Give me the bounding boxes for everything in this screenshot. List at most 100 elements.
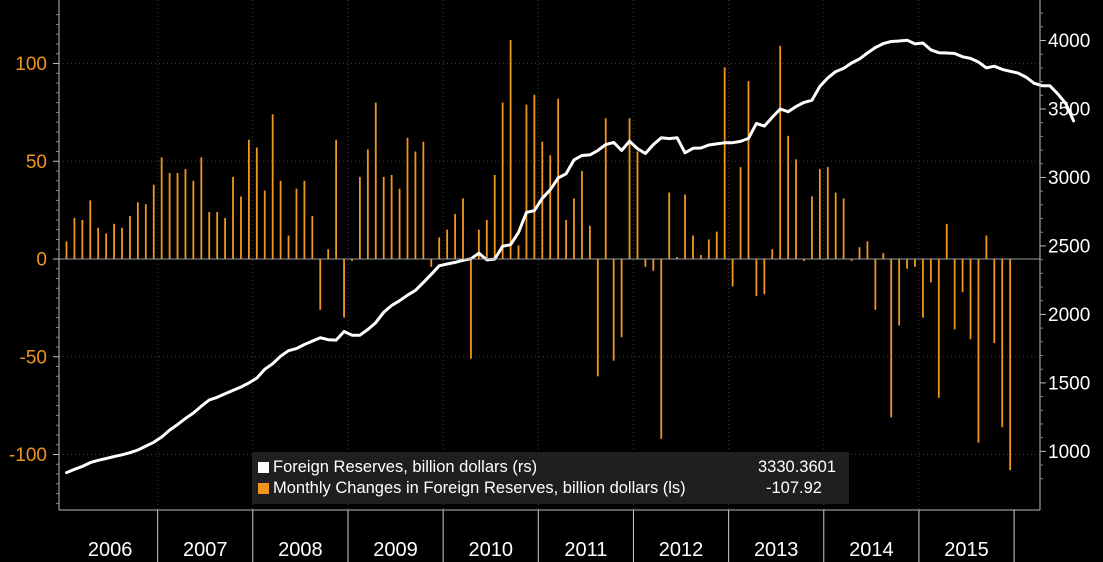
bar [993,259,996,344]
bar [890,259,893,418]
x-tick-label: 2008 [278,539,323,561]
bar [596,259,599,377]
bar [168,172,171,259]
bar [731,259,734,287]
bar [470,259,472,359]
bar [144,204,147,259]
bar [224,217,226,259]
bar [779,45,782,259]
bar [73,217,76,259]
right-tick-label: 3000 [1048,168,1090,189]
x-tick-label: 2015 [944,539,989,561]
bar [152,184,155,259]
bar [652,259,655,271]
bar [382,176,385,259]
right-tick-label: 4000 [1048,31,1090,52]
x-tick-label: 2014 [849,539,894,561]
bar [604,118,607,260]
bar [795,159,797,259]
bar [208,212,211,259]
bar [525,104,528,260]
x-tick-label: 2010 [468,539,513,561]
bar [811,196,813,259]
grid [59,0,1040,510]
x-tick-label: 2011 [564,539,607,561]
bar [255,147,258,259]
legend-value-reserves: 3330.3601 [758,458,836,476]
bar [430,259,433,267]
x-tick-label: 2006 [88,539,133,561]
bar [97,227,100,259]
bar [961,259,964,293]
bar [977,259,980,443]
bar [81,219,84,259]
bar [311,215,314,259]
bar [493,174,496,259]
bar [771,249,774,259]
x-tick-label: 2009 [373,539,418,561]
bar [549,155,552,259]
bar [914,259,916,267]
bar [612,259,615,361]
left-axis-ticks: 100 50 0 -50 -100 [9,14,59,504]
bar [398,188,401,259]
legend-swatch-reserves [258,462,269,473]
bar [676,257,679,259]
x-tick-label: 2007 [183,539,228,561]
right-tick-label: 2500 [1048,236,1090,257]
bar [739,167,742,259]
legend-entry-reserves: Foreign Reserves, billion dollars (rs) 3… [258,457,836,477]
left-tick-label: 100 [15,54,47,75]
legend-label-monthly-changes: Monthly Changes in Foreign Reserves, bil… [273,479,686,497]
bar [176,172,179,259]
bar [874,259,877,310]
left-tick-label: -100 [9,445,47,466]
bar [287,235,290,259]
bar [803,259,805,261]
bar [65,241,68,259]
bar [113,223,115,259]
bar [573,198,575,259]
bar [588,225,591,259]
legend-entry-monthly-changes: Monthly Changes in Foreign Reserves, bil… [258,478,822,498]
bar [390,174,393,259]
bar [969,259,972,340]
bar [945,223,948,259]
bar [763,259,766,295]
legend-swatch-monthly-changes [258,483,269,494]
left-tick-label: 0 [36,250,47,271]
bar [438,237,441,259]
bar [620,259,623,338]
bar [937,259,940,398]
bar [351,259,353,261]
legend-value-monthly-changes: -107.92 [766,479,822,497]
bar [842,198,845,259]
bar [581,171,583,259]
right-axis-ticks: 4000 3500 3000 2500 2000 1500 1000 [1040,12,1090,480]
bar [136,202,139,259]
bar [707,239,710,259]
bar [715,231,718,259]
reserves-line [65,38,1076,475]
x-tick-label: 2013 [754,539,799,561]
bar [692,235,694,259]
bar [335,139,338,259]
bar [684,194,686,259]
bar [818,169,821,259]
bar [517,245,520,259]
bar [366,149,369,259]
axes [58,0,1041,511]
bar [271,114,274,259]
bar [121,227,123,259]
bar [359,176,361,259]
bar [850,259,853,261]
right-tick-label: 2000 [1048,305,1090,326]
bar [200,157,203,259]
bar [636,151,639,259]
bar [985,235,988,259]
bar [723,67,726,259]
bar [414,151,417,259]
legend: Foreign Reserves, billion dollars (rs) 3… [252,452,849,504]
bar [533,94,536,259]
